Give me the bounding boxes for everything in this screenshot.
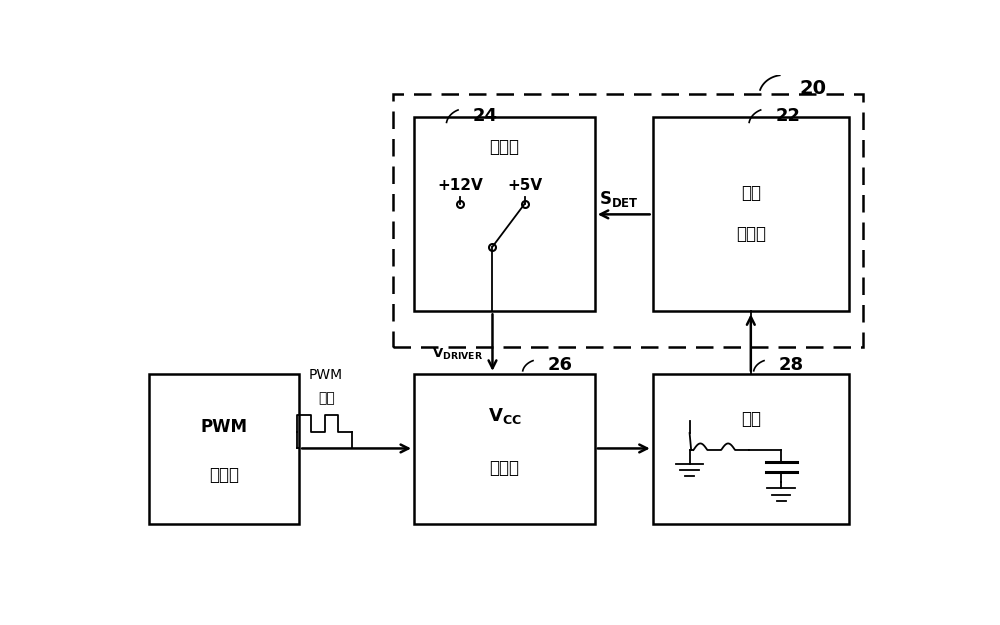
Text: $\mathbf{S}_{\mathbf{DET}}$: $\mathbf{S}_{\mathbf{DET}}$ [599, 189, 639, 209]
Text: 28: 28 [779, 356, 804, 374]
Text: 控制器: 控制器 [489, 138, 519, 156]
Text: 控制器: 控制器 [209, 466, 239, 484]
Text: 24: 24 [473, 107, 498, 125]
Text: PWM: PWM [309, 368, 343, 382]
Text: 22: 22 [776, 107, 801, 125]
Text: $\mathbf{V_{CC}}$: $\mathbf{V_{CC}}$ [488, 406, 521, 426]
Text: 20: 20 [799, 79, 826, 98]
Text: PWM: PWM [201, 418, 248, 436]
Text: 侦测器: 侦测器 [736, 226, 766, 243]
Text: 驱动器: 驱动器 [489, 459, 519, 477]
Text: 信號: 信號 [318, 391, 335, 406]
Bar [414, 118, 595, 311]
Text: 26: 26 [548, 356, 573, 374]
Text: 负载: 负载 [741, 184, 761, 202]
Bar [149, 374, 299, 524]
Text: +5V: +5V [507, 177, 542, 192]
Text: $\mathbf{V_{DRIVER}}$: $\mathbf{V_{DRIVER}}$ [432, 347, 483, 362]
Text: +12V: +12V [437, 177, 483, 192]
Bar [653, 118, 849, 311]
Bar [414, 374, 595, 524]
Bar [653, 374, 849, 524]
Text: 负载: 负载 [741, 410, 761, 428]
Bar [393, 94, 863, 347]
